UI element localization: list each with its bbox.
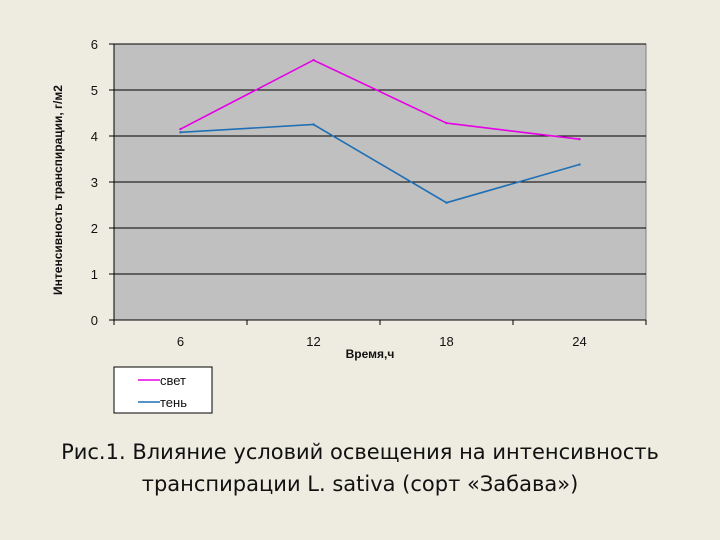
series-1-point: [179, 127, 182, 131]
legend-box: [113, 366, 213, 414]
series-1-point: [578, 138, 581, 141]
series-2-point: [312, 123, 315, 126]
y-tick-label: 2: [91, 221, 98, 236]
series-2-point: [179, 131, 182, 134]
y-tick-label: 0: [91, 313, 98, 328]
y-axis-title: Интенсивность транспирации, г/м2: [51, 85, 65, 295]
caption-line-2: транспирации L. sativa (сорт «Забава»): [141, 472, 579, 496]
legend-label-1: свет: [160, 373, 186, 388]
series-line-1: [180, 59, 580, 140]
x-tick-label: 6: [177, 334, 184, 349]
x-tick-label: 24: [572, 334, 586, 349]
x-tick-label: 18: [439, 334, 453, 349]
y-tick-label: 3: [91, 175, 98, 190]
caption-line-1: Рис.1. Влияние условий освещения на инте…: [61, 440, 659, 464]
y-tick-label: 1: [91, 267, 98, 282]
series-1-point: [445, 121, 448, 125]
y-tick-label: 5: [91, 83, 98, 98]
y-tick-label: 6: [91, 37, 98, 52]
series-2-point: [578, 163, 581, 166]
series-line-2: [180, 123, 580, 204]
series-2-point: [445, 201, 448, 204]
x-tick-label: 12: [306, 334, 320, 349]
series-1-point: [312, 58, 315, 62]
legend-label-2: тень: [160, 395, 187, 410]
x-axis-title: Время,ч: [346, 347, 395, 361]
figure-caption: Рис.1. Влияние условий освещения на инте…: [20, 436, 700, 500]
y-tick-label: 4: [91, 129, 98, 144]
